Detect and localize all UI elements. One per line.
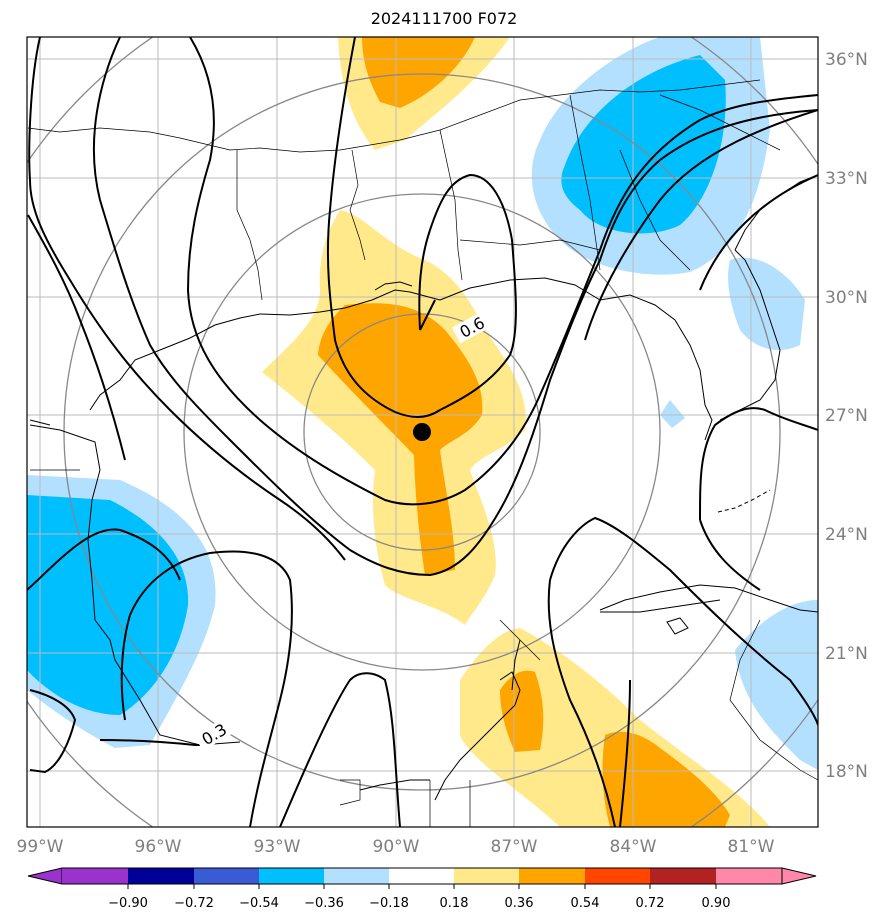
colorbar-tick-label: 0.54: [571, 896, 600, 911]
contours: [27, 37, 818, 827]
colorbar-segment: [585, 868, 650, 884]
colorbar-segment: [454, 868, 519, 884]
lon-tick-label: 90°W: [373, 837, 420, 857]
shade-negative: [27, 495, 189, 715]
contour-labels: 0.6 0.3: [193, 310, 493, 751]
lon-tick-labels: 99°W 96°W 93°W 90°W 87°W 84°W 81°W: [17, 837, 775, 857]
shading-layer: [27, 37, 818, 827]
grid-lines: [27, 37, 818, 827]
lon-tick-label: 87°W: [491, 837, 538, 857]
colorbar-segment: [62, 868, 128, 884]
colorbar-tick-label: −0.90: [108, 896, 148, 911]
shade-positive: [362, 37, 475, 108]
lat-tick-label: 30°N: [825, 288, 868, 308]
colorbar-segment: [519, 868, 585, 884]
lon-tick-label: 93°W: [254, 837, 301, 857]
lat-tick-labels: 36°N 33°N 30°N 27°N 24°N 21°N 18°N: [825, 50, 868, 782]
storm-center-dot: [413, 423, 431, 441]
lon-tick-label: 99°W: [17, 837, 64, 857]
shade-positive: [500, 670, 544, 752]
colorbar-segment: [259, 868, 324, 884]
shade-negative-light: [660, 400, 685, 428]
shade-negative-light: [728, 257, 805, 350]
colorbar-segment: [781, 867, 817, 885]
lat-tick-label: 36°N: [825, 50, 868, 70]
colorbar-segment: [27, 867, 63, 885]
colorbar-segment: [128, 868, 194, 884]
lon-tick-label: 81°W: [728, 837, 775, 857]
colorbar-segment: [324, 868, 389, 884]
colorbar-tick-label: 0.72: [636, 896, 665, 911]
colorbar-tick-label: −0.72: [174, 896, 214, 911]
lon-tick-label: 96°W: [135, 837, 182, 857]
colorbar-tick-label: −0.54: [239, 896, 279, 911]
lat-tick-label: 24°N: [825, 525, 868, 545]
lat-tick-label: 27°N: [825, 406, 868, 426]
lat-tick-label: 21°N: [825, 644, 868, 664]
map-title: 2024111700 F072: [370, 9, 518, 28]
shade-positive: [318, 303, 483, 575]
lat-tick-label: 33°N: [825, 169, 868, 189]
colorbar-segment: [194, 868, 259, 884]
shade-positive: [602, 731, 730, 827]
colorbar-tick-label: 0.36: [505, 896, 534, 911]
colorbar-tick-label: 0.90: [702, 896, 731, 911]
lat-tick-label: 18°N: [825, 762, 868, 782]
colorbar-segment: [716, 868, 782, 884]
lon-tick-label: 84°W: [610, 837, 657, 857]
colorbar: −0.90 −0.72 −0.54 −0.36 −0.18 0.18 0.36 …: [27, 867, 817, 911]
map-frame: [26, 36, 819, 828]
colorbar-tick-label: −0.36: [304, 896, 344, 911]
colorbar-tick-label: −0.18: [369, 896, 409, 911]
colorbar-segment: [650, 868, 716, 884]
colorbar-segment: [389, 868, 454, 884]
colorbar-tick-label: 0.18: [440, 896, 469, 911]
borders: [27, 79, 818, 827]
